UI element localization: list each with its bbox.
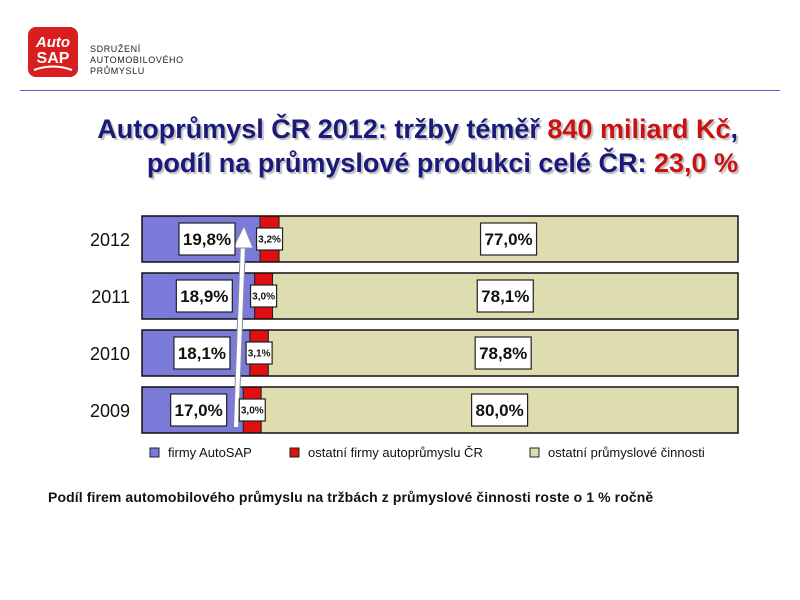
legend-swatch	[289, 447, 300, 458]
data-label-box	[170, 393, 228, 427]
data-label: 77,0%	[484, 230, 532, 249]
y-tick-label: 2011	[91, 287, 130, 307]
trend-arrow-head	[232, 224, 254, 249]
data-label-box	[471, 393, 529, 427]
data-label: 3,0%	[252, 292, 275, 303]
data-label: 3,1%	[248, 349, 271, 360]
legend-label: firmy AutoSAP	[168, 445, 252, 460]
logo-swoosh	[33, 65, 73, 71]
data-label-box	[474, 336, 532, 370]
bar-outline	[141, 215, 739, 263]
legend-label: ostatní firmy autoprůmyslu ČR	[308, 445, 483, 460]
data-label: 18,1%	[178, 344, 226, 363]
data-label: 80,0%	[475, 401, 523, 420]
data-label-box	[175, 279, 233, 313]
org-line-2: AUTOMOBILOVÉHO	[90, 55, 184, 65]
logo-text-auto: Auto	[35, 34, 70, 51]
logo-text-sap: SAP	[37, 50, 70, 67]
data-label-box	[245, 341, 273, 365]
data-label-box	[238, 398, 266, 422]
data-label: 78,1%	[481, 287, 529, 306]
slide-title: Autoprůmysl ČR 2012: tržby téměř 840 mil…	[97, 112, 738, 180]
legend-swatch	[529, 447, 540, 458]
data-label-box	[479, 222, 538, 256]
organization-name: SDRUŽENÍ AUTOMOBILOVÉHO PRŮMYSLU	[90, 44, 184, 77]
y-tick-label: 2010	[90, 344, 130, 364]
data-label-box	[178, 222, 236, 256]
data-label-box	[255, 227, 284, 251]
title-line-1-end: ,	[730, 114, 738, 144]
data-label: 17,0%	[175, 401, 223, 420]
y-tick-label: 2012	[90, 230, 130, 250]
chart-caption: Podíl firem automobilového průmyslu na t…	[48, 489, 654, 505]
data-label: 3,2%	[258, 235, 281, 246]
data-label: 19,8%	[183, 230, 231, 249]
y-tick-label: 2009	[90, 401, 130, 421]
data-label: 3,0%	[241, 406, 264, 417]
trend-arrow-shaft	[234, 243, 245, 428]
org-line-1: SDRUŽENÍ	[90, 44, 141, 54]
legend-swatch	[149, 447, 160, 458]
org-line-3: PRŮMYSLU	[90, 66, 145, 76]
bar-outline	[141, 272, 739, 320]
header-divider	[20, 90, 780, 91]
legend-label: ostatní průmyslové činnosti	[548, 445, 705, 460]
data-label: 18,9%	[180, 287, 228, 306]
data-label-box	[476, 279, 534, 313]
title-line-1-highlight: 840 miliard Kč	[547, 114, 731, 144]
data-label: 78,8%	[479, 344, 527, 363]
bar-outline	[141, 329, 739, 377]
autosap-logo: Auto SAP	[28, 27, 78, 77]
title-line-1: Autoprůmysl ČR 2012: tržby téměř 840 mil…	[97, 112, 738, 146]
title-line-2: podíl na průmyslové produkci celé ČR: 23…	[97, 146, 738, 180]
title-line-2-highlight: 23,0 %	[653, 148, 738, 178]
title-line-2-text: podíl na průmyslové produkci celé ČR:	[146, 148, 654, 178]
title-line-1-text: Autoprůmysl ČR 2012: tržby téměř	[97, 114, 548, 144]
data-label-box	[249, 284, 278, 308]
data-label-box	[173, 336, 231, 370]
bar-outline	[141, 386, 739, 434]
